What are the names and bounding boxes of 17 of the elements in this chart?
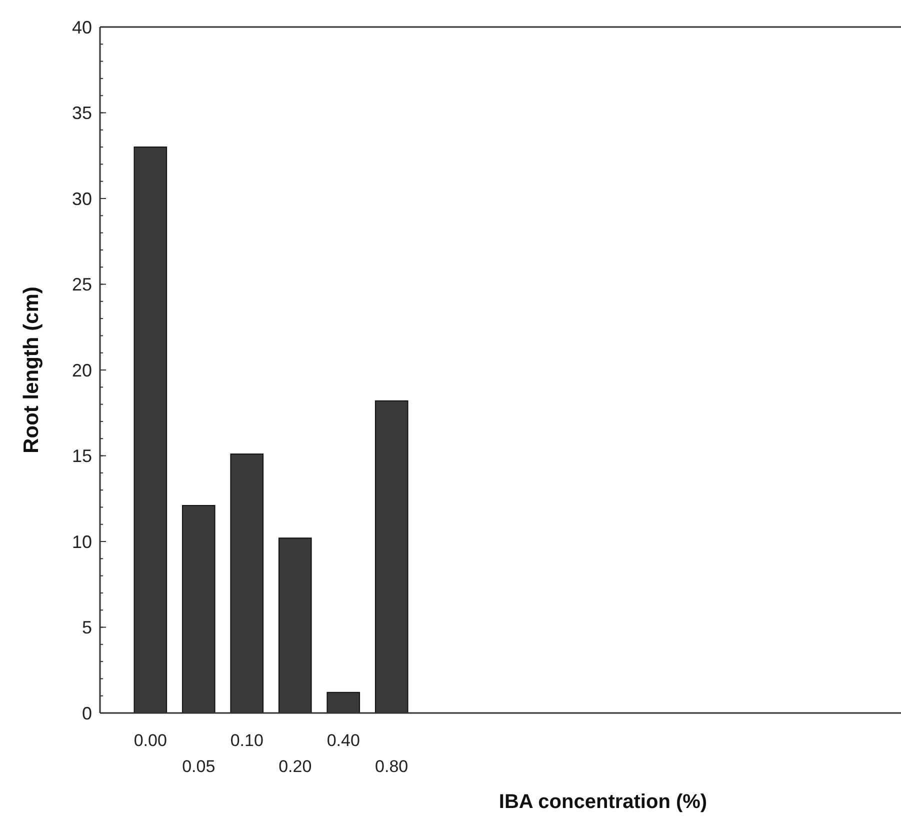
y-tick-label: 40 — [72, 17, 92, 38]
y-axis-title: Root length (cm) — [20, 286, 43, 454]
y-tick-label: 30 — [72, 188, 92, 209]
x-tick-label: 0.00 — [134, 731, 167, 750]
y-tick-label: 25 — [72, 274, 92, 295]
y-tick-label: 5 — [82, 618, 92, 638]
x-tick-label: 0.40 — [326, 731, 360, 750]
x-tick-label: 0.10 — [230, 731, 264, 750]
y-tick-label: 10 — [72, 532, 92, 552]
y-tick-label: 15 — [72, 446, 92, 466]
y-tick-label: 35 — [72, 103, 92, 124]
x-tick-label: 0.05 — [182, 757, 216, 776]
y-tick-label: 0 — [82, 703, 92, 724]
x-axis-title: IBA concentration (%) — [498, 791, 708, 813]
y-tick-label: 20 — [72, 360, 92, 380]
x-tick-label: 0.80 — [375, 757, 408, 776]
x-tick-label: 0.20 — [278, 757, 312, 776]
